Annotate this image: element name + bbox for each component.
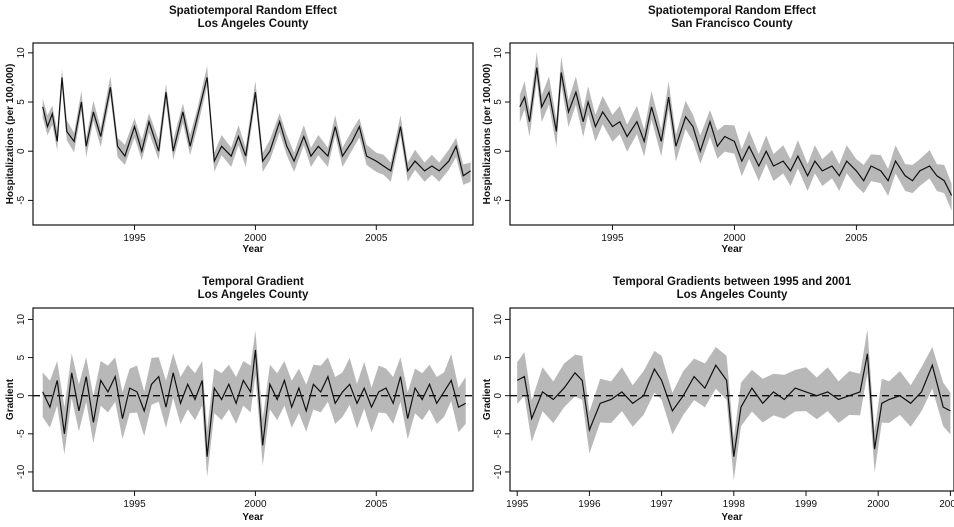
plot-area (42, 66, 471, 185)
x-tick-label: 1999 (795, 499, 818, 510)
x-tick-label: 2000 (244, 499, 267, 510)
x-tick-label: 2000 (867, 499, 890, 510)
plot-frame (32, 307, 474, 492)
chart-title: Temporal Gradients between 1995 and 2001 (613, 276, 852, 288)
x-tick-label: 2000 (244, 233, 267, 244)
plot-frame (509, 42, 954, 226)
plot-frame (509, 307, 954, 492)
y-axis-label: Hospitalizations (per 100,000) (5, 64, 16, 205)
x-tick-label: 2001 (939, 499, 954, 510)
chart-subtitle: Los Angeles County (198, 18, 309, 30)
y-tick-label: -5 (16, 196, 27, 205)
y-tick-label: 10 (16, 313, 27, 325)
x-tick-label: 1995 (123, 499, 146, 510)
x-axis-label: Year (242, 244, 263, 255)
series-line (42, 349, 466, 457)
chart-title: Spatiotemporal Random Effect (169, 5, 337, 17)
y-tick-label: 0 (16, 148, 27, 154)
y-tick-label: -5 (493, 429, 504, 438)
plot-area (510, 329, 954, 481)
chart-subtitle: Los Angeles County (198, 289, 309, 301)
x-tick-label: 2005 (365, 233, 388, 244)
y-tick-label: 10 (493, 313, 504, 325)
x-tick-label: 2005 (365, 499, 388, 510)
series-line (519, 67, 953, 196)
chart-panel-4: Temporal Gradients between 1995 and 2001… (482, 276, 954, 523)
credible-band (519, 51, 952, 211)
x-axis-label: Year (721, 244, 742, 255)
chart-subtitle: San Francisco County (671, 18, 793, 30)
plot-area (519, 51, 953, 211)
chart-title: Spatiotemporal Random Effect (648, 5, 816, 17)
y-tick-label: 5 (493, 354, 504, 360)
y-axis-label: Gradient (482, 378, 493, 420)
x-tick-label: 1997 (650, 499, 673, 510)
y-tick-label: 5 (16, 354, 27, 360)
x-tick-label: 2000 (723, 233, 746, 244)
plot-frame (32, 42, 474, 226)
y-tick-label: 5 (493, 99, 504, 105)
x-tick-label: 1995 (506, 499, 529, 510)
y-tick-label: 5 (16, 99, 27, 105)
y-tick-label: -5 (493, 196, 504, 205)
x-axis-label: Year (242, 512, 263, 523)
credible-band (517, 329, 951, 481)
credible-band (42, 330, 466, 478)
series-line (42, 77, 471, 177)
y-tick-label: 0 (493, 392, 504, 398)
x-tick-label: 1996 (578, 499, 601, 510)
y-tick-label: 10 (16, 47, 27, 59)
y-tick-label: -10 (493, 464, 504, 479)
credible-band (42, 66, 471, 185)
y-tick-label: 0 (493, 148, 504, 154)
x-tick-label: 1998 (723, 499, 746, 510)
x-tick-label: 2005 (845, 233, 868, 244)
chart-subtitle: Los Angeles County (677, 289, 788, 301)
x-tick-label: 1995 (601, 233, 624, 244)
y-tick-label: 10 (493, 47, 504, 59)
y-tick-label: 0 (16, 392, 27, 398)
chart-title: Temporal Gradient (202, 276, 304, 288)
plot-area (33, 330, 473, 478)
series-line (516, 353, 951, 457)
x-tick-label: 1995 (123, 233, 146, 244)
y-tick-label: -5 (16, 429, 27, 438)
y-axis-label: Hospitalizations (per 100,000) (482, 64, 493, 205)
x-axis-label: Year (721, 512, 742, 523)
y-tick-label: -10 (16, 464, 27, 479)
y-axis-label: Gradient (5, 378, 16, 420)
